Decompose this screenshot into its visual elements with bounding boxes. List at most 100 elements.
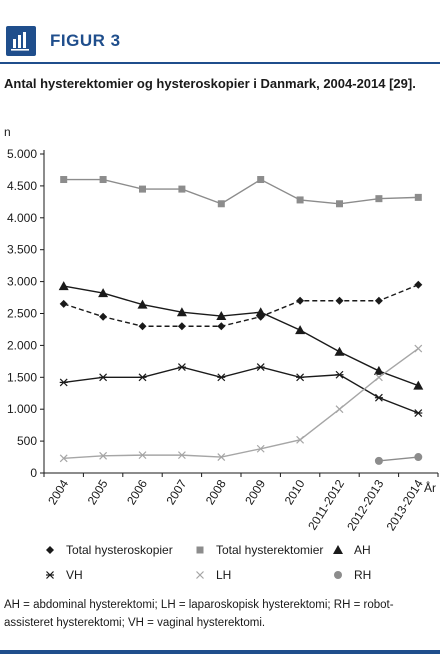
legend-marker-lh: [196, 571, 204, 579]
legend-marker-ah: [333, 545, 343, 554]
legend-marker-total-hysterektomier: [196, 546, 204, 554]
data-point-ah: [334, 346, 345, 356]
data-point-vh: [138, 373, 147, 382]
x-tick-label: 2004: [45, 477, 71, 507]
data-point-total-hysterektomier: [257, 176, 265, 184]
data-point-ah: [295, 325, 306, 335]
x-axis-label: År: [424, 480, 436, 495]
legend-label: Total hysterektomier: [216, 543, 323, 557]
data-point-total-hysteroskopier: [217, 322, 226, 331]
series-ah: [58, 281, 424, 390]
y-tick-label: 1.000: [7, 402, 37, 416]
data-point-total-hysterektomier: [375, 195, 383, 203]
series-vh: [59, 363, 423, 417]
data-point-total-hysterektomier: [296, 196, 304, 204]
data-point-total-hysterektomier: [414, 193, 422, 201]
y-tick-label: 1.500: [7, 370, 37, 384]
x-tick-label: 2011-2012: [305, 477, 347, 533]
y-tick-label: 0: [30, 466, 37, 480]
data-point-ah: [58, 281, 69, 291]
data-point-total-hysterektomier: [139, 185, 146, 193]
data-point-lh: [414, 344, 423, 353]
data-point-lh: [217, 453, 226, 461]
data-point-vh: [99, 373, 108, 382]
data-point-ah: [216, 311, 227, 321]
series-lh: [59, 344, 423, 463]
data-point-total-hysterektomier: [217, 200, 225, 208]
data-point-lh: [59, 454, 68, 463]
data-point-ah: [413, 380, 424, 390]
legend-marker-vh: [46, 571, 54, 579]
line-chart: 0 500 1.000 1.500 2.000 2.500 3.000 3.500 4.000 4…: [4, 125, 439, 582]
data-point-total-hysteroskopier: [59, 299, 68, 308]
legend-item-lh: LH: [196, 568, 231, 582]
series-line-ah: [63, 285, 419, 387]
series-total-hysterektomier: [60, 176, 422, 208]
figure-label: FIGUR 3: [50, 31, 121, 50]
legend-label: AH: [354, 543, 371, 557]
series-line-rh: [378, 456, 419, 462]
data-point-vh: [177, 363, 186, 372]
data-point-total-hysterektomier: [336, 200, 343, 208]
data-point-total-hysteroskopier: [374, 296, 383, 305]
series-total-hysteroskopier: [59, 280, 423, 331]
data-point-vh: [296, 373, 305, 382]
data-point-lh: [374, 373, 383, 382]
series-line-lh: [63, 348, 419, 460]
data-point-vh: [414, 409, 423, 417]
data-point-ah: [373, 365, 384, 375]
x-tick-label: 2007: [163, 477, 189, 507]
series-rh: [374, 453, 423, 465]
x-tick-label: 2009: [242, 477, 268, 507]
data-point-total-hysterektomier: [60, 176, 68, 184]
y-tick-label: 2.000: [7, 338, 37, 352]
y-tick-label: 4.500: [7, 179, 37, 193]
series-line-vh: [63, 366, 419, 414]
data-point-vh: [59, 378, 68, 387]
data-point-total-hysterektomier: [99, 176, 107, 184]
bar-chart-icon: [6, 26, 36, 56]
chart-series: [58, 176, 424, 465]
data-point-total-hysteroskopier: [414, 280, 423, 289]
legend-marker-total-hysteroskopier: [46, 546, 54, 554]
series-line-total-hysteroskopier: [63, 284, 419, 327]
legend-label: LH: [216, 568, 231, 582]
x-tick-label: 2012-2013: [344, 477, 386, 533]
legend-label: RH: [354, 568, 371, 582]
x-tick-label: 2008: [203, 477, 229, 507]
legend-item-total-hysteroskopier: Total hysteroskopier: [46, 543, 173, 557]
data-point-lh: [177, 451, 186, 460]
data-point-ah: [137, 299, 148, 309]
legend-item-ah: AH: [333, 543, 371, 557]
legend-item-rh: RH: [334, 568, 371, 582]
y-axis-label: n: [4, 125, 11, 139]
data-point-ah: [176, 307, 187, 317]
x-tick-label: 2006: [124, 477, 150, 507]
data-point-ah: [255, 307, 266, 317]
data-point-rh: [414, 453, 423, 462]
data-point-total-hysterektomier: [178, 185, 186, 193]
data-point-lh: [335, 405, 344, 414]
x-tick-label: 2013-2014: [384, 477, 426, 533]
x-tick-label: 2005: [85, 477, 111, 507]
chart-title: Antal hysterektomier og hysteroskopier i…: [4, 76, 416, 91]
series-line-total-hysterektomier: [63, 178, 419, 205]
data-point-total-hysteroskopier: [296, 296, 305, 305]
data-point-ah: [98, 288, 109, 298]
data-point-lh: [138, 451, 147, 460]
y-tick-label: 2.500: [7, 307, 37, 321]
chart-footnote: AH = abdominal hysterektomi; LH = laparo…: [4, 599, 394, 629]
data-point-vh: [335, 370, 344, 379]
x-tick-label: 2010: [282, 477, 308, 507]
data-point-lh: [256, 444, 265, 453]
legend-label: VH: [66, 568, 83, 582]
figure-header: FIGUR 3: [0, 0, 440, 60]
y-tick-label: 5.000: [7, 147, 37, 161]
y-tick-label: 4.000: [7, 211, 37, 225]
legend-item-total-hysterektomier: Total hysterektomier: [196, 543, 323, 557]
data-point-total-hysteroskopier: [335, 296, 344, 305]
data-point-lh: [99, 451, 108, 460]
legend-item-vh: VH: [46, 568, 83, 582]
data-point-total-hysteroskopier: [177, 322, 186, 331]
data-point-vh: [256, 363, 265, 372]
